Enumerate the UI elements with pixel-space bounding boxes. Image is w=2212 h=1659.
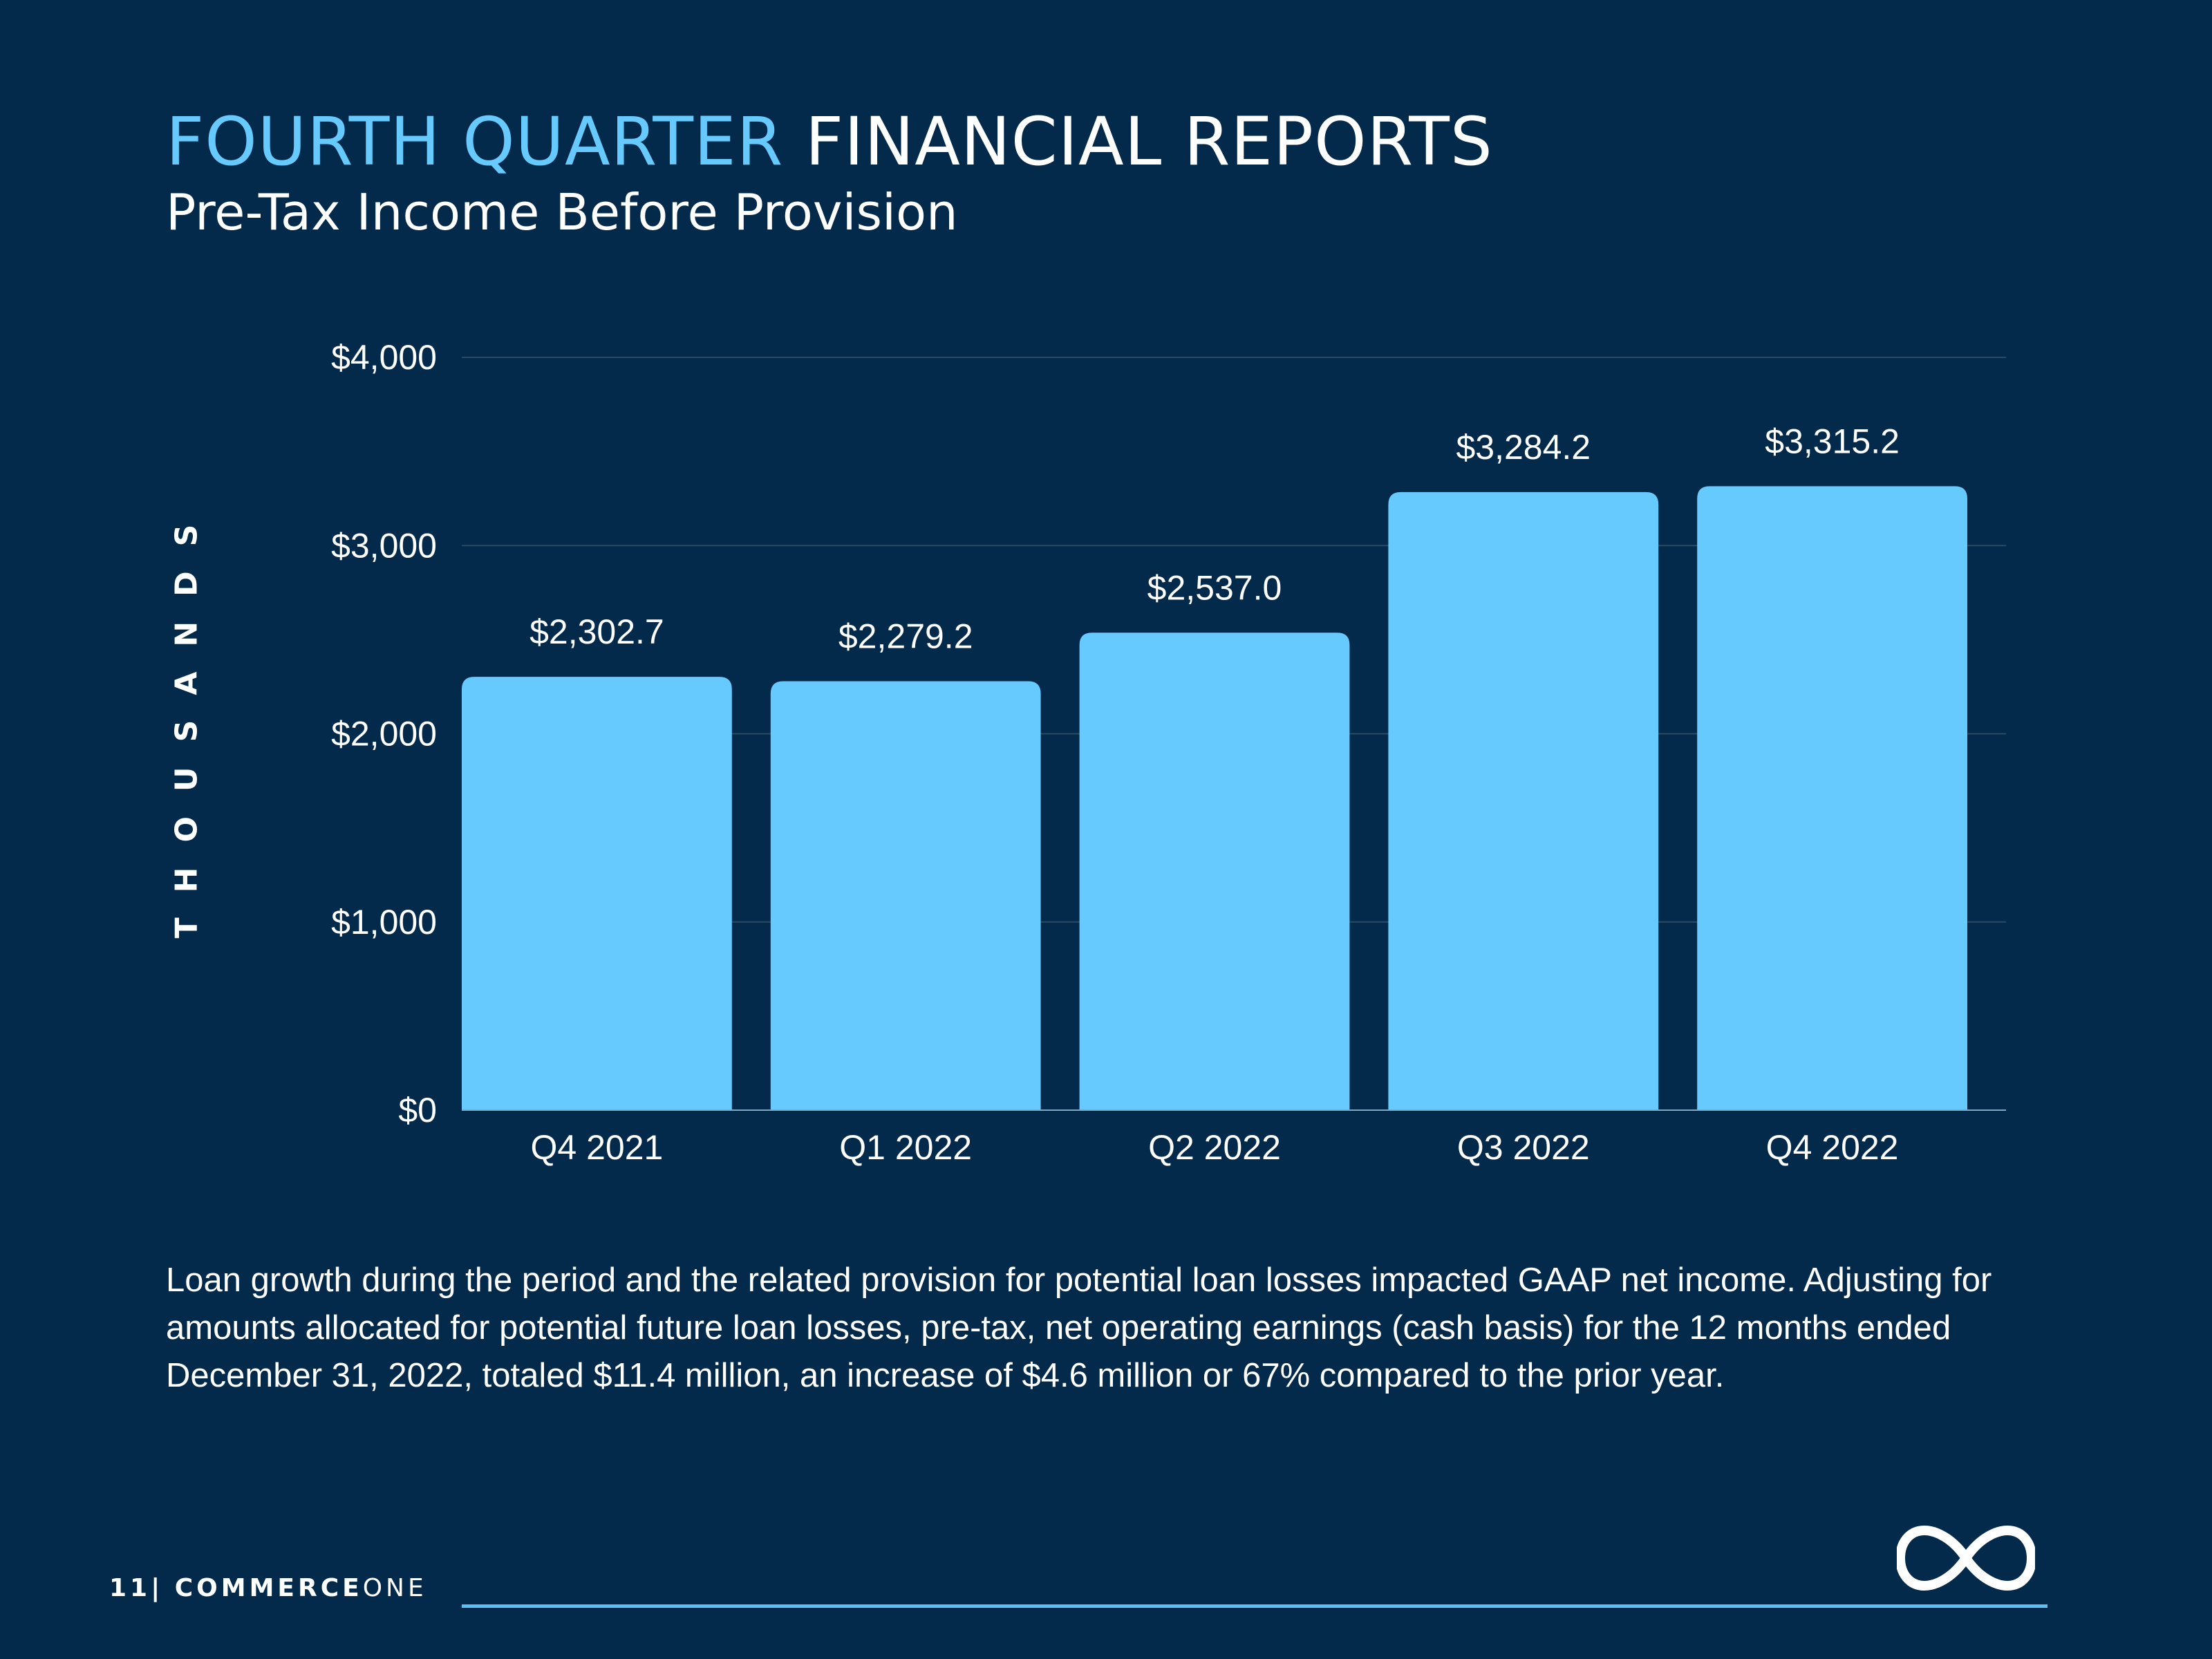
y-tick-label: $2,000 bbox=[331, 715, 437, 753]
bar bbox=[1697, 486, 1967, 1110]
y-tick-label: $0 bbox=[398, 1091, 437, 1130]
bar bbox=[1388, 491, 1659, 1110]
bar bbox=[1079, 632, 1350, 1110]
footer-divider bbox=[462, 1604, 2047, 1608]
bar-data-label: $2,537.0 bbox=[1147, 568, 1282, 607]
bar-chart: $0 $1,000 $2,000 $3,000 $4,000 $2,302.7 Q4 202… bbox=[331, 338, 2006, 1167]
footer-separator: | bbox=[151, 1574, 164, 1602]
summary-paragraph: Loan growth during the period and the re… bbox=[166, 1262, 1992, 1394]
bar bbox=[770, 681, 1041, 1110]
bar-data-label: $2,279.2 bbox=[838, 617, 973, 655]
footer: 11| COMMERCEONE bbox=[109, 1573, 427, 1604]
x-tick-label: Q4 2021 bbox=[530, 1128, 663, 1167]
page-title: FOURTH QUARTER FINANCIAL REPORTS bbox=[166, 104, 1493, 180]
y-tick-label: $1,000 bbox=[331, 903, 437, 941]
x-tick-label: Q1 2022 bbox=[839, 1128, 972, 1167]
bar-data-label: $3,315.2 bbox=[1765, 422, 1900, 460]
y-tick-label: $4,000 bbox=[331, 338, 437, 377]
page-title-rest: FINANCIAL REPORTS bbox=[805, 103, 1493, 180]
bar-data-label: $2,302.7 bbox=[529, 612, 664, 651]
brand-name-light: ONE bbox=[362, 1574, 427, 1602]
x-tick-label: Q2 2022 bbox=[1148, 1128, 1281, 1167]
bar bbox=[462, 677, 732, 1110]
y-tick-label: $3,000 bbox=[331, 526, 437, 565]
x-tick-label: Q4 2022 bbox=[1766, 1128, 1899, 1167]
page-subtitle: Pre-Tax Income Before Provision bbox=[166, 183, 958, 241]
page-title-accent: FOURTH QUARTER bbox=[166, 103, 784, 180]
bar-data-label: $3,284.2 bbox=[1456, 428, 1591, 467]
infinity-logo-icon bbox=[1897, 1526, 2035, 1591]
x-tick-label: Q3 2022 bbox=[1457, 1128, 1590, 1167]
page-number: 11 bbox=[109, 1574, 151, 1602]
brand-name-bold: COMMERCE bbox=[174, 1574, 363, 1602]
